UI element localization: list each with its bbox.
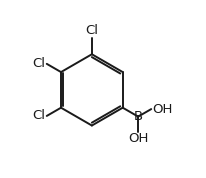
Text: OH: OH [152,103,172,116]
Text: Cl: Cl [32,109,45,122]
Text: B: B [134,110,143,123]
Text: Cl: Cl [85,24,98,37]
Text: OH: OH [128,132,148,145]
Text: Cl: Cl [32,57,45,70]
